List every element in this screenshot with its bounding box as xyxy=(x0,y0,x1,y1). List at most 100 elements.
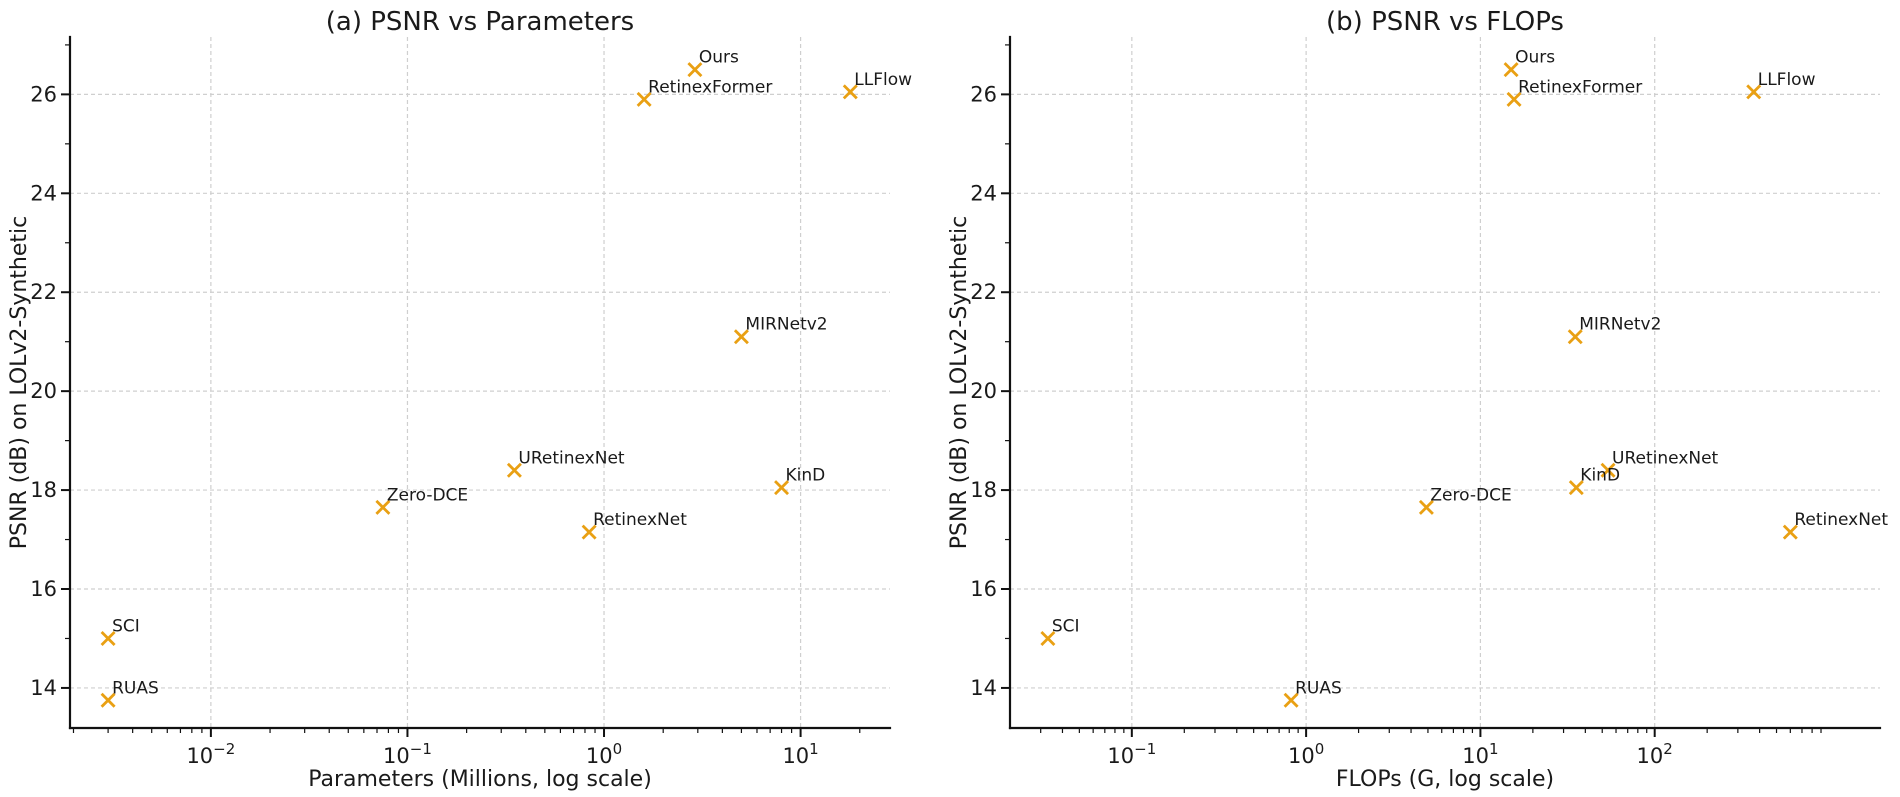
marker-stroke xyxy=(1746,84,1762,100)
data-point-label-ours: Ours xyxy=(699,48,739,68)
marker-stroke xyxy=(100,692,116,708)
marker-stroke xyxy=(1782,524,1798,540)
data-point-label-zero-dce: Zero-DCE xyxy=(387,485,468,505)
y-tick-label: 16 xyxy=(30,577,57,601)
data-point-marker-retinexformer xyxy=(636,91,652,107)
data-point-label-retinexformer: RetinexFormer xyxy=(648,77,772,97)
data-point-marker-uretinexnet xyxy=(1600,462,1616,478)
data-point-label-retinexnet: RetinexNet xyxy=(1794,510,1888,530)
y-axis-label: PSNR (dB) on LOLv2-Synthetic xyxy=(7,216,32,549)
gridlines xyxy=(1010,37,1880,728)
data-point-marker-llflow xyxy=(1746,84,1762,100)
marker-stroke xyxy=(1418,499,1434,515)
marker-stroke xyxy=(774,480,790,496)
y-tick-label: 24 xyxy=(30,181,57,205)
data-point-label-uretinexnet: URetinexNet xyxy=(1612,448,1719,468)
chart-title: (b) PSNR vs FLOPs xyxy=(1326,7,1564,37)
data-point-label-llflow: LLFlow xyxy=(1758,70,1816,90)
x-tick-label: 10−1 xyxy=(1107,740,1156,768)
y-tick-label: 20 xyxy=(970,379,997,403)
data-point-marker-zero-dce xyxy=(1418,499,1434,515)
y-tick-label: 16 xyxy=(970,577,997,601)
axes-spines xyxy=(68,35,892,730)
y-tick-label: 26 xyxy=(30,82,57,106)
data-points: Ours RetinexFormer LLFlow MIRNetv2 URetinexN… xyxy=(1040,48,1888,708)
y-tick-label: 22 xyxy=(970,280,997,304)
data-point-marker-sci xyxy=(100,630,116,646)
data-point-marker-ruas xyxy=(1283,692,1299,708)
tick-labels: 10−2 10−1 100 101 14 16 18 20 22 24 26 xyxy=(30,82,818,768)
x-tick-label: 100 xyxy=(586,740,622,768)
y-tick-label: 18 xyxy=(970,478,997,502)
data-points: Ours RetinexFormer LLFlow MIRNetv2 URetinexN… xyxy=(100,48,912,708)
marker-stroke xyxy=(375,499,391,515)
data-point-label-mirnetv2: MIRNetv2 xyxy=(745,315,827,335)
data-point-marker-kind xyxy=(774,480,790,496)
marker-stroke xyxy=(506,462,522,478)
data-point-label-mirnetv2: MIRNetv2 xyxy=(1579,315,1661,335)
marker-stroke xyxy=(733,329,749,345)
chart-title: (a) PSNR vs Parameters xyxy=(326,7,634,37)
plot-panel-a: 10−2 10−1 100 101 14 16 18 20 22 24 26 (a) PSNR vs … xyxy=(7,7,912,792)
gridlines xyxy=(70,37,890,728)
data-point-marker-retinexformer xyxy=(1506,91,1522,107)
marker-stroke xyxy=(687,62,703,78)
marker-stroke xyxy=(1567,329,1583,345)
data-point-label-uretinexnet: URetinexNet xyxy=(518,448,625,468)
data-point-label-ruas: RUAS xyxy=(112,678,159,698)
y-tick-label: 24 xyxy=(970,181,997,205)
y-tick-label: 26 xyxy=(970,82,997,106)
data-point-label-kind: KinD xyxy=(786,466,826,486)
axes-spines xyxy=(1008,35,1882,730)
y-tick-label: 14 xyxy=(30,676,57,700)
data-point-marker-sci xyxy=(1040,630,1056,646)
data-point-label-zero-dce: Zero-DCE xyxy=(1430,485,1511,505)
plot-panel-b: 10−1 100 101 102 14 16 18 20 22 24 26 (b) PSNR vs F… xyxy=(947,7,1888,792)
marker-stroke xyxy=(1600,462,1616,478)
data-point-label-ruas: RUAS xyxy=(1295,678,1342,698)
y-tick-label: 22 xyxy=(30,280,57,304)
data-point-marker-kind xyxy=(1568,480,1584,496)
data-point-label-kind: KinD xyxy=(1580,466,1620,486)
marker-stroke xyxy=(581,524,597,540)
data-point-marker-zero-dce xyxy=(375,499,391,515)
x-axis-label: Parameters (Millions, log scale) xyxy=(308,767,652,792)
data-point-label-sci: SCI xyxy=(112,616,140,636)
y-axis-label: PSNR (dB) on LOLv2-Synthetic xyxy=(947,216,972,549)
data-point-marker-ours xyxy=(1503,62,1519,78)
data-point-marker-mirnetv2 xyxy=(1567,329,1583,345)
data-point-marker-ruas xyxy=(100,692,116,708)
data-point-marker-retinexnet xyxy=(1782,524,1798,540)
x-axis-label: FLOPs (G, log scale) xyxy=(1336,767,1554,792)
x-tick-label: 102 xyxy=(1637,740,1673,768)
marker-stroke xyxy=(100,630,116,646)
x-tick-label: 10−2 xyxy=(186,740,235,768)
tick-labels: 10−1 100 101 102 14 16 18 20 22 24 26 xyxy=(970,82,1673,768)
x-tick-label: 10−1 xyxy=(383,740,432,768)
data-point-label-ours: Ours xyxy=(1515,48,1555,68)
y-tick-label: 14 xyxy=(970,676,997,700)
axis-ticks xyxy=(1001,44,1822,737)
marker-stroke xyxy=(636,91,652,107)
x-tick-label: 100 xyxy=(1288,740,1324,768)
y-tick-label: 18 xyxy=(30,478,57,502)
data-point-marker-uretinexnet xyxy=(506,462,522,478)
y-tick-label: 20 xyxy=(30,379,57,403)
data-point-label-sci: SCI xyxy=(1052,616,1080,636)
marker-stroke xyxy=(1568,480,1584,496)
data-point-marker-mirnetv2 xyxy=(733,329,749,345)
data-point-label-retinexformer: RetinexFormer xyxy=(1518,77,1642,97)
data-point-marker-retinexnet xyxy=(581,524,597,540)
marker-stroke xyxy=(1503,62,1519,78)
data-point-marker-ours xyxy=(687,62,703,78)
data-point-marker-llflow xyxy=(842,84,858,100)
x-tick-label: 101 xyxy=(782,740,818,768)
marker-stroke xyxy=(1506,91,1522,107)
marker-stroke xyxy=(1283,692,1299,708)
data-point-label-llflow: LLFlow xyxy=(854,70,912,90)
x-tick-label: 101 xyxy=(1462,740,1498,768)
axis-ticks xyxy=(61,44,861,737)
marker-stroke xyxy=(842,84,858,100)
